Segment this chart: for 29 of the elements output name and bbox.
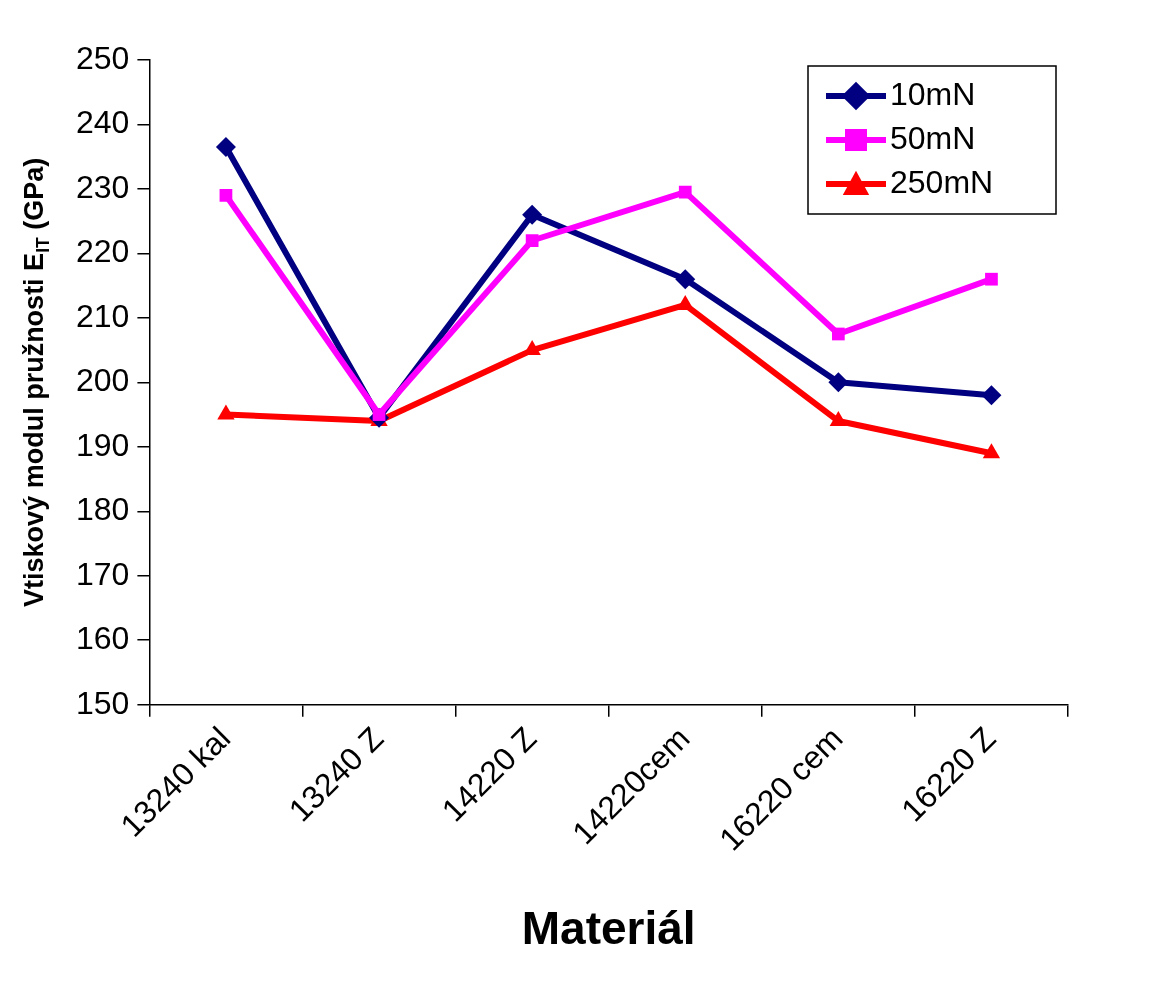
point: [831, 327, 845, 341]
legend-label: 10mN: [890, 75, 976, 112]
y-tick-label: 220: [76, 233, 130, 270]
legend-label: 250mN: [890, 163, 994, 200]
y-tick-label: 250: [76, 39, 130, 76]
point: [219, 189, 233, 202]
x-axis-title: Materiál: [521, 902, 696, 955]
point: [522, 204, 543, 225]
y-tick-label: 230: [76, 168, 130, 205]
point: [675, 269, 696, 290]
legend-label: 50mN: [890, 119, 976, 156]
y-tick-label: 190: [76, 426, 130, 463]
y-tick-label: 210: [76, 297, 130, 334]
point: [217, 404, 235, 420]
point: [828, 372, 849, 393]
point: [985, 272, 998, 286]
y-tick-label: 160: [76, 620, 130, 657]
point: [981, 385, 1002, 406]
y-tick-label: 180: [76, 491, 130, 528]
point: [829, 411, 848, 427]
point: [215, 137, 236, 158]
y-tick-label: 170: [76, 555, 130, 592]
y-tick-label: 200: [76, 362, 130, 399]
point: [678, 185, 692, 199]
y-tick-label: 150: [76, 684, 130, 721]
y-axis-title: Vtiskový modul pružnosti EIT (GPa): [19, 157, 53, 607]
y-tick-label: 240: [76, 104, 130, 141]
point: [525, 234, 539, 247]
point: [982, 443, 1001, 459]
